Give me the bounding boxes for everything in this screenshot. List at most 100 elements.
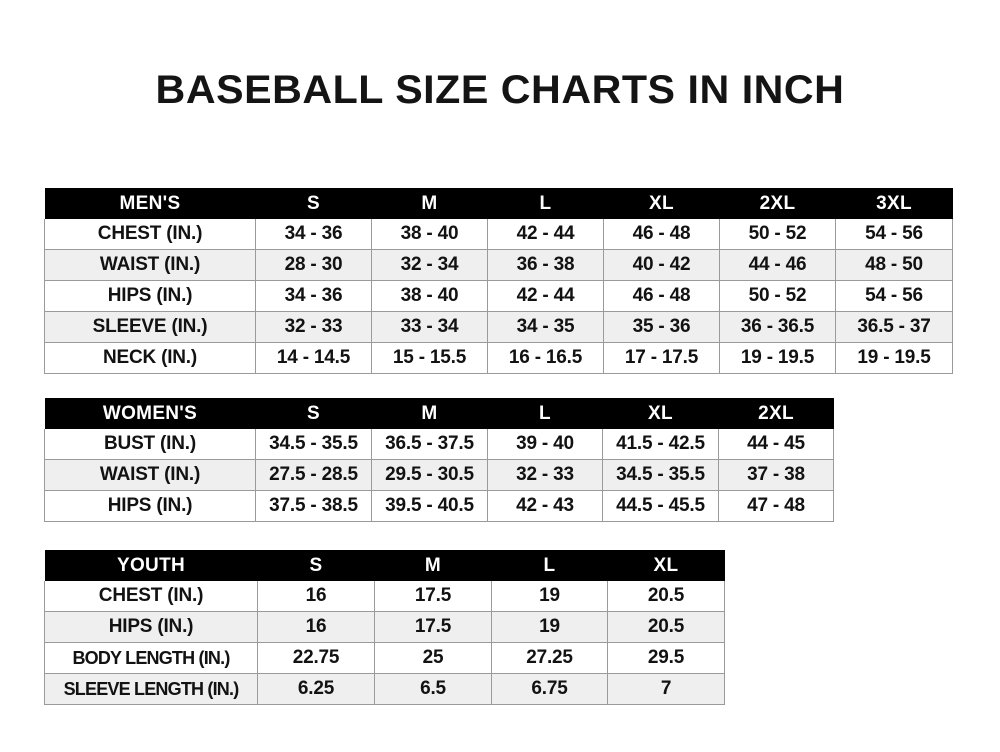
youth-sleeve-length-xl: 7 xyxy=(607,673,725,705)
mens-hips-s: 34 - 36 xyxy=(255,280,372,312)
page-title: BASEBALL SIZE CHARTS IN INCH xyxy=(155,68,845,112)
womens-table-header: WOMEN'S S M L XL 2XL xyxy=(44,398,834,429)
womens-hips-s: 37.5 - 38.5 xyxy=(255,490,372,522)
table-row: BODY LENGTH (IN.) 22.75 25 27.25 29.5 xyxy=(44,642,725,674)
youth-hips-s: 16 xyxy=(257,611,375,643)
table-row: HIPS (IN.) 16 17.5 19 20.5 xyxy=(44,611,725,643)
youth-chest-s: 16 xyxy=(257,581,375,612)
womens-bust-s: 34.5 - 35.5 xyxy=(255,429,372,460)
mens-sleeve-3xl: 36.5 - 37 xyxy=(835,311,953,343)
womens-hips-xl: 44.5 - 45.5 xyxy=(602,490,719,522)
youth-table-body: CHEST (IN.) 16 17.5 19 20.5 HIPS (IN.) 1… xyxy=(44,581,725,705)
mens-row-label-sleeve: SLEEVE (IN.) xyxy=(44,311,256,343)
youth-body-length-l: 27.25 xyxy=(491,642,608,674)
womens-header-size-m: M xyxy=(371,398,488,429)
youth-size-table: YOUTH S M L XL CHEST (IN.) 16 17.5 19 20… xyxy=(44,550,725,705)
mens-neck-l: 16 - 16.5 xyxy=(487,342,604,374)
youth-body-length-xl: 29.5 xyxy=(607,642,725,674)
table-row: CHEST (IN.) 16 17.5 19 20.5 xyxy=(44,581,725,612)
mens-row-label-chest: CHEST (IN.) xyxy=(44,219,256,250)
mens-header-size-2xl: 2XL xyxy=(719,188,836,219)
womens-row-label-hips: HIPS (IN.) xyxy=(44,490,256,522)
mens-header-size-l: L xyxy=(487,188,604,219)
youth-chest-l: 19 xyxy=(491,581,608,612)
youth-row-label-hips: HIPS (IN.) xyxy=(44,611,258,643)
mens-chest-l: 42 - 44 xyxy=(487,219,604,250)
womens-row-label-bust: BUST (IN.) xyxy=(44,429,256,460)
youth-header-size-xl: XL xyxy=(607,550,725,581)
table-row: BUST (IN.) 34.5 - 35.5 36.5 - 37.5 39 - … xyxy=(44,429,834,460)
mens-chest-3xl: 54 - 56 xyxy=(835,219,953,250)
youth-row-label-body-length: BODY LENGTH (IN.) xyxy=(44,642,258,674)
womens-bust-l: 39 - 40 xyxy=(487,429,603,460)
mens-row-label-waist: WAIST (IN.) xyxy=(44,249,256,281)
womens-waist-s: 27.5 - 28.5 xyxy=(255,459,372,491)
mens-hips-3xl: 54 - 56 xyxy=(835,280,953,312)
mens-sleeve-2xl: 36 - 36.5 xyxy=(719,311,836,343)
youth-hips-l: 19 xyxy=(491,611,608,643)
mens-neck-m: 15 - 15.5 xyxy=(371,342,488,374)
youth-row-label-sleeve-length: SLEEVE LENGTH (IN.) xyxy=(44,673,258,705)
youth-header-size-l: L xyxy=(491,550,608,581)
womens-header-label: WOMEN'S xyxy=(44,398,256,429)
youth-body-length-m: 25 xyxy=(374,642,492,674)
womens-hips-l: 42 - 43 xyxy=(487,490,603,522)
womens-hips-m: 39.5 - 40.5 xyxy=(371,490,488,522)
mens-hips-l: 42 - 44 xyxy=(487,280,604,312)
mens-row-label-hips: HIPS (IN.) xyxy=(44,280,256,312)
table-row: HIPS (IN.) 37.5 - 38.5 39.5 - 40.5 42 - … xyxy=(44,490,834,522)
mens-header-row: MEN'S S M L XL 2XL 3XL xyxy=(44,188,953,219)
mens-hips-xl: 46 - 48 xyxy=(603,280,720,312)
mens-header-size-s: S xyxy=(255,188,372,219)
table-row: WAIST (IN.) 28 - 30 32 - 34 36 - 38 40 -… xyxy=(44,249,953,281)
womens-waist-xl: 34.5 - 35.5 xyxy=(602,459,719,491)
mens-table-body: CHEST (IN.) 34 - 36 38 - 40 42 - 44 46 -… xyxy=(44,219,953,374)
mens-header-size-m: M xyxy=(371,188,488,219)
womens-waist-l: 32 - 33 xyxy=(487,459,603,491)
mens-table-header: MEN'S S M L XL 2XL 3XL xyxy=(44,188,953,219)
youth-header-size-m: M xyxy=(374,550,492,581)
youth-header-size-s: S xyxy=(257,550,375,581)
mens-sleeve-xl: 35 - 36 xyxy=(603,311,720,343)
mens-sleeve-l: 34 - 35 xyxy=(487,311,604,343)
youth-sleeve-length-s: 6.25 xyxy=(257,673,375,705)
mens-chest-s: 34 - 36 xyxy=(255,219,372,250)
mens-header-size-xl: XL xyxy=(603,188,720,219)
table-row: WAIST (IN.) 27.5 - 28.5 29.5 - 30.5 32 -… xyxy=(44,459,834,491)
mens-header-size-3xl: 3XL xyxy=(835,188,953,219)
mens-waist-xl: 40 - 42 xyxy=(603,249,720,281)
mens-sleeve-s: 32 - 33 xyxy=(255,311,372,343)
womens-header-size-s: S xyxy=(255,398,372,429)
youth-hips-m: 17.5 xyxy=(374,611,492,643)
mens-chest-2xl: 50 - 52 xyxy=(719,219,836,250)
mens-neck-3xl: 19 - 19.5 xyxy=(835,342,953,374)
mens-waist-l: 36 - 38 xyxy=(487,249,604,281)
mens-chest-xl: 46 - 48 xyxy=(603,219,720,250)
table-row: NECK (IN.) 14 - 14.5 15 - 15.5 16 - 16.5… xyxy=(44,342,953,374)
womens-bust-xl: 41.5 - 42.5 xyxy=(602,429,719,460)
mens-chest-m: 38 - 40 xyxy=(371,219,488,250)
womens-table-body: BUST (IN.) 34.5 - 35.5 36.5 - 37.5 39 - … xyxy=(44,429,834,522)
mens-waist-3xl: 48 - 50 xyxy=(835,249,953,281)
mens-header-label: MEN'S xyxy=(44,188,256,219)
youth-table-header: YOUTH S M L XL xyxy=(44,550,725,581)
youth-sleeve-length-m: 6.5 xyxy=(374,673,492,705)
youth-chest-m: 17.5 xyxy=(374,581,492,612)
womens-row-label-waist: WAIST (IN.) xyxy=(44,459,256,491)
womens-header-row: WOMEN'S S M L XL 2XL xyxy=(44,398,834,429)
youth-hips-xl: 20.5 xyxy=(607,611,725,643)
womens-hips-2xl: 47 - 48 xyxy=(718,490,834,522)
mens-size-table: MEN'S S M L XL 2XL 3XL CHEST (IN.) 34 - … xyxy=(44,188,953,374)
table-row: HIPS (IN.) 34 - 36 38 - 40 42 - 44 46 - … xyxy=(44,280,953,312)
womens-size-table: WOMEN'S S M L XL 2XL BUST (IN.) 34.5 - 3… xyxy=(44,398,834,522)
table-row: SLEEVE (IN.) 32 - 33 33 - 34 34 - 35 35 … xyxy=(44,311,953,343)
mens-row-label-neck: NECK (IN.) xyxy=(44,342,256,374)
mens-waist-s: 28 - 30 xyxy=(255,249,372,281)
womens-waist-m: 29.5 - 30.5 xyxy=(371,459,488,491)
youth-body-length-s: 22.75 xyxy=(257,642,375,674)
mens-neck-s: 14 - 14.5 xyxy=(255,342,372,374)
mens-sleeve-m: 33 - 34 xyxy=(371,311,488,343)
mens-neck-xl: 17 - 17.5 xyxy=(603,342,720,374)
womens-bust-m: 36.5 - 37.5 xyxy=(371,429,488,460)
